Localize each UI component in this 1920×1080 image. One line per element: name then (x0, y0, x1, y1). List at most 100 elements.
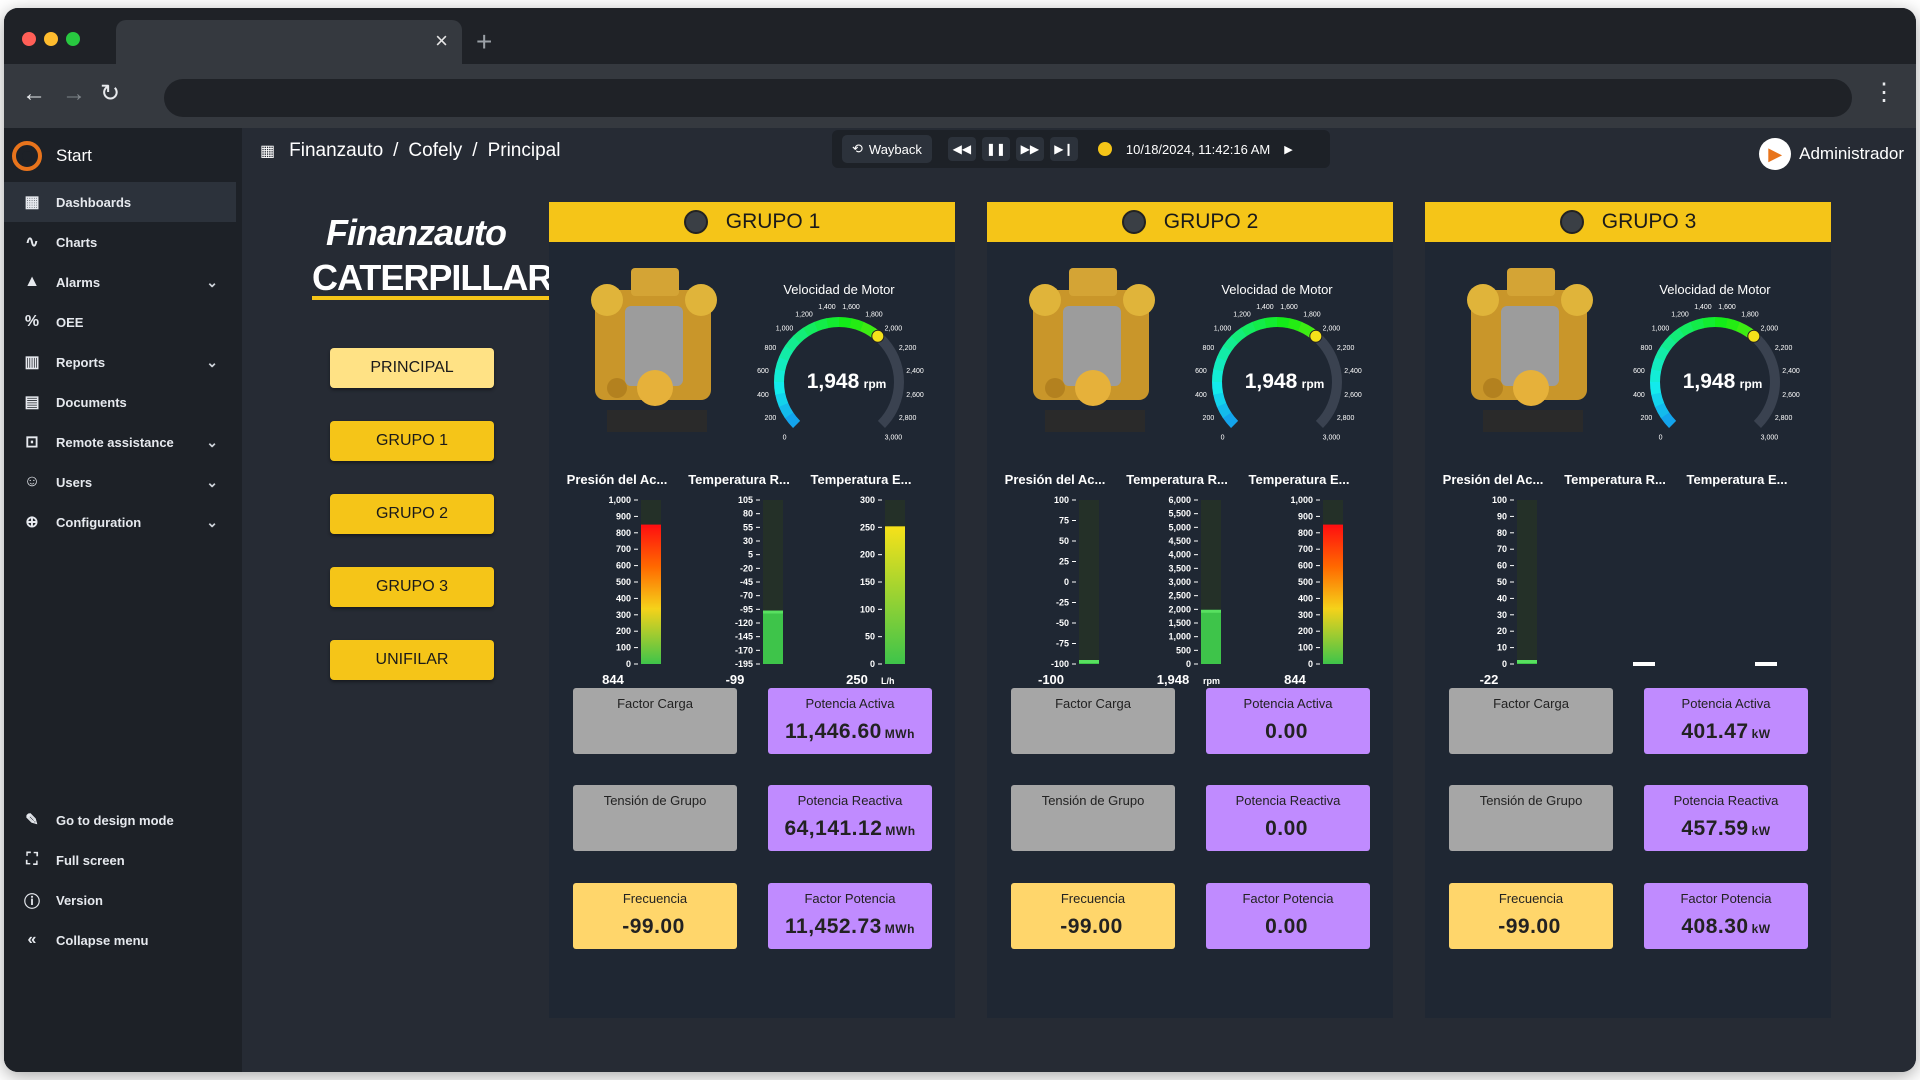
gauge-fill-segment (1222, 348, 1228, 359)
kpi-label: Potencia Reactiva (1644, 793, 1808, 808)
close-window-button[interactable] (22, 32, 36, 46)
kpi-value-row: 401.47 kW (1644, 720, 1808, 744)
gauge-title: Velocidad de Motor (783, 282, 895, 297)
bar-tick-label: 10 (1497, 643, 1507, 653)
start-link[interactable]: Start (12, 136, 92, 176)
alarm-icon: ▲ (20, 273, 44, 291)
sidebar-collapse-menu[interactable]: « Collapse menu (4, 920, 236, 960)
sidebar-item-dashboards[interactable]: ▦ Dashboards (4, 182, 236, 222)
bar-tick-label: 20 (1497, 626, 1507, 636)
pause-icon[interactable]: ❚❚ (982, 137, 1010, 161)
rewind-icon[interactable]: ◀◀ (948, 137, 976, 161)
bar-tick-label: -70 (740, 591, 753, 601)
status-indicator-icon (1122, 210, 1146, 234)
gauge-tick-label: 2,800 (1337, 415, 1355, 422)
sidebar-full-screen[interactable]: ⛶ Full screen (4, 840, 236, 880)
chevron-down-icon: ⌄ (206, 434, 218, 451)
bar-value: 250 (846, 672, 868, 687)
chevron-down-icon: ⌄ (206, 274, 218, 291)
collapse-icon: « (20, 931, 44, 949)
kpi-tiles: Factor Carga Potencia Activa 11,446.60 MWh T… (549, 688, 955, 988)
bar-tick-label: 200 (860, 550, 875, 560)
play-icon[interactable]: ▶ (1284, 143, 1292, 156)
gauge-fill-segment (1715, 322, 1727, 323)
bar-tick-label: 250 (860, 522, 875, 532)
wayback-button[interactable]: ⟲ Wayback (842, 135, 932, 163)
user-menu[interactable]: ▶ Administrador (1759, 138, 1904, 170)
sidebar-item-label: Go to design mode (56, 813, 174, 828)
bar-unit: L/h (881, 676, 895, 686)
skip-end-icon[interactable]: ▶❙ (1050, 137, 1078, 161)
kpi-value-row (573, 817, 737, 841)
nav-button-grupo-1[interactable]: GRUPO 1 (330, 421, 494, 461)
fast-forward-icon[interactable]: ▶▶ (1016, 137, 1044, 161)
group-header: GRUPO 2 (987, 202, 1393, 242)
gauge-fill-segment (1277, 322, 1289, 323)
kpi-unit: MWh (885, 727, 915, 741)
bar-level-marker (763, 611, 783, 614)
bar-fill (1201, 611, 1221, 664)
forward-icon[interactable]: → (62, 82, 86, 106)
browser-menu-icon[interactable]: ⋮ (1872, 80, 1896, 106)
browser-tab[interactable]: × (116, 20, 462, 64)
kpi-value: 457.59 (1681, 817, 1748, 840)
sidebar-item-alarms[interactable]: ▲ Alarms ⌄ (4, 262, 236, 302)
back-icon[interactable]: ← (22, 82, 46, 106)
sidebar-item-remote-assistance[interactable]: ⊡ Remote assistance ⌄ (4, 422, 236, 462)
gauge-tick-label: 800 (1203, 345, 1215, 352)
gauge-fill-segment (1665, 415, 1673, 425)
gauge-fill-segment (1692, 323, 1704, 327)
nav-button-unifilar[interactable]: UNIFILAR (330, 640, 494, 680)
maximize-window-button[interactable] (66, 32, 80, 46)
address-bar[interactable] (164, 79, 1852, 117)
nav-button-grupo-2[interactable]: GRUPO 2 (330, 494, 494, 534)
gauge-fill-segment (862, 327, 873, 333)
gauge-fill-segment (1300, 327, 1311, 333)
bar-tick-label: 50 (1059, 536, 1069, 546)
gauge-needle-dot (1310, 330, 1322, 342)
sidebar-item-users[interactable]: ☺ Users ⌄ (4, 462, 236, 502)
tab-close-icon[interactable]: × (435, 30, 448, 52)
wayback-toolbar: ⟲ Wayback ◀◀ ❚❚ ▶▶ ▶❙ 10/18/2024, 11:42:… (832, 130, 1330, 168)
bar-tick-label: 5,500 (1168, 509, 1191, 519)
kpi-value: 0.00 (1265, 915, 1308, 938)
bar-tick-label: -25 (1056, 598, 1069, 608)
engine-pulley (637, 370, 673, 406)
nav-button-grupo-3[interactable]: GRUPO 3 (330, 567, 494, 607)
bar-tick-label: 30 (743, 536, 753, 546)
gauge-value: 1,948 (1683, 370, 1736, 393)
sidebar-item-charts[interactable]: ∿ Charts (4, 222, 236, 262)
kpi-label: Factor Potencia (1206, 891, 1370, 906)
reload-icon[interactable]: ↻ (100, 82, 120, 106)
sidebar-version[interactable]: ⓘ Version (4, 880, 236, 920)
gauge-tick-label: 2,600 (906, 392, 924, 399)
brand-finanzauto: Finanzauto (312, 212, 520, 254)
sidebar-item-oee[interactable]: % OEE (4, 302, 236, 342)
sidebar-item-configuration[interactable]: ⊕ Configuration ⌄ (4, 502, 236, 542)
kpi-label: Factor Carga (1011, 696, 1175, 711)
gauge-tick-label: 1,600 (1718, 304, 1736, 311)
breadcrumb-item[interactable]: Finanzauto (289, 140, 383, 162)
breadcrumb-item[interactable]: Cofely (408, 140, 462, 162)
gauge-tick-label: 3,000 (885, 434, 903, 441)
kpi-tile-factor-potencia: Factor Potencia 11,452.73 MWh (768, 883, 932, 949)
sidebar-go-to-design-mode[interactable]: ✎ Go to design mode (4, 800, 236, 840)
sidebar-item-reports[interactable]: ▥ Reports ⌄ (4, 342, 236, 382)
sidebar-item-documents[interactable]: ▤ Documents (4, 382, 236, 422)
minimize-window-button[interactable] (44, 32, 58, 46)
live-status-icon (1098, 142, 1112, 156)
wayback-timestamp: 10/18/2024, 11:42:16 AM (1126, 142, 1270, 157)
kpi-label: Tensión de Grupo (1011, 793, 1175, 808)
brand-caterpillar: CATERPILLAR (312, 260, 552, 300)
bar-tick-label: 400 (616, 593, 631, 603)
bar-tick-label: 700 (616, 544, 631, 554)
app-logo-icon (12, 141, 42, 171)
new-tab-icon[interactable]: + (476, 28, 492, 56)
gauge-fill-segment (779, 370, 780, 382)
nav-button-principal[interactable]: PRINCIPAL (330, 348, 494, 388)
sidebar-item-label: Remote assistance (56, 435, 174, 450)
users-icon: ☺ (20, 473, 44, 491)
bar-tick-label: 100 (1054, 495, 1069, 505)
kpi-label: Potencia Activa (1206, 696, 1370, 711)
gauge-fill-segment (1265, 322, 1277, 323)
